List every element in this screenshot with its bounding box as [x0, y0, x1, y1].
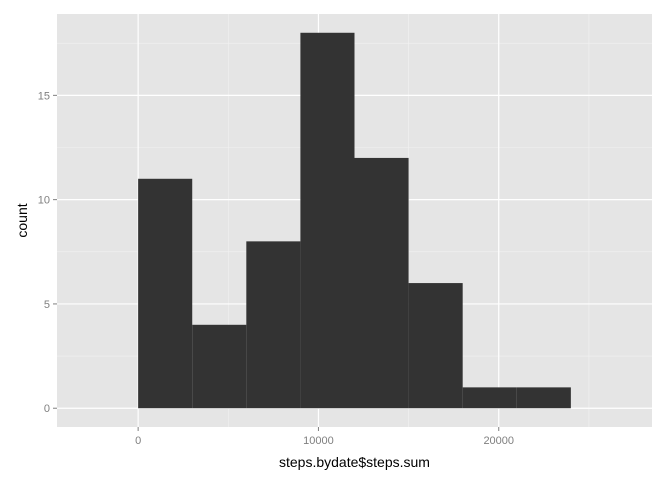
y-tick-label: 10	[38, 195, 50, 207]
x-tick-label: 0	[135, 435, 141, 447]
histogram-bar	[300, 32, 355, 409]
y-tick-label: 0	[44, 403, 50, 415]
x-tick-label: 10000	[303, 435, 334, 447]
histogram-bar	[408, 283, 463, 409]
y-axis-title: count	[14, 203, 30, 237]
histogram-bar	[462, 387, 517, 409]
histogram-bar	[192, 324, 247, 409]
y-axis-ticks: 0 5 10 15	[38, 90, 57, 415]
x-tick-label: 20000	[483, 435, 514, 447]
y-tick-label: 5	[44, 299, 50, 311]
histogram-bars	[138, 32, 571, 409]
histogram-bar	[246, 241, 301, 409]
y-tick-label: 15	[38, 90, 50, 102]
x-axis-title: steps.bydate$steps.sum	[279, 454, 430, 470]
x-axis-ticks: 0 10000 20000	[135, 427, 514, 447]
histogram-bar	[516, 387, 571, 409]
histogram-bar	[138, 178, 193, 409]
histogram-bar	[354, 157, 409, 409]
